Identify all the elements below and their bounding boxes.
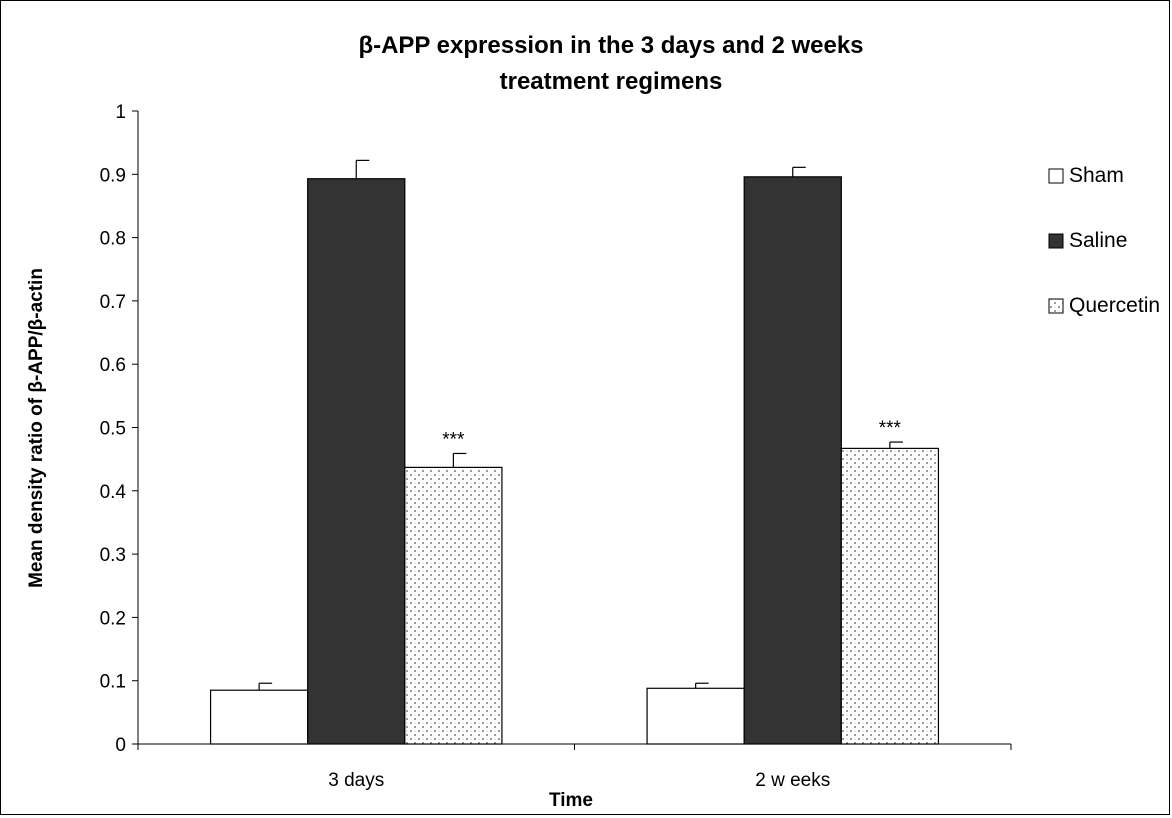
bar-sham: [209, 689, 309, 745]
bar-quercetin: [840, 447, 940, 745]
legend-label-sham: Sham: [1069, 164, 1124, 187]
error-bars-group: [258, 159, 903, 691]
x-tick-label: 2 w eeks: [755, 770, 830, 791]
x-tick-label: 3 days: [328, 770, 384, 791]
significance-label: ***: [879, 418, 902, 439]
y-tick-label: 0.6: [100, 355, 126, 376]
bar-sham: [646, 687, 745, 745]
annotations-group: *** ***: [442, 418, 901, 450]
significance-label: ***: [442, 429, 465, 450]
x-axis-title: Time: [549, 790, 593, 811]
y-tick-label: 0.8: [100, 229, 126, 250]
chart-title-line2: treatment regimens: [500, 68, 723, 95]
legend-swatch-sham: [1048, 168, 1064, 184]
y-tick-label: 1: [115, 102, 126, 123]
bar-saline: [307, 178, 406, 745]
legend-swatch-saline: [1048, 233, 1064, 249]
y-tick-label: 0.5: [100, 419, 126, 440]
y-tick-label: 0.3: [100, 545, 126, 566]
legend-label-saline: Saline: [1069, 229, 1127, 252]
legend: Sham Saline Quercetin: [1048, 164, 1160, 317]
bars-group: [209, 176, 940, 745]
y-axis-title: Mean density ratio of β-APP/β-actin: [26, 268, 47, 588]
y-tick-label: 0: [115, 735, 126, 756]
y-tick-label: 0.7: [100, 292, 126, 313]
y-tick-label: 0.9: [100, 165, 126, 186]
y-tick-label: 0.4: [100, 482, 127, 503]
bar-quercetin: [404, 466, 503, 745]
legend-swatch-quercetin: [1048, 298, 1064, 314]
bar-saline: [743, 176, 842, 745]
chart-title-line1: β-APP expression in the 3 days and 2 wee…: [358, 32, 863, 59]
y-tick-label: 0.2: [100, 608, 126, 629]
axes: 0 0.1 0.2 0.3 0.4 0.5 0.6 0.7 0.8 0.9 1 3 days 2 w e…: [100, 102, 1012, 791]
y-tick-label: 0.1: [100, 672, 126, 693]
legend-label-quercetin: Quercetin: [1069, 294, 1160, 317]
